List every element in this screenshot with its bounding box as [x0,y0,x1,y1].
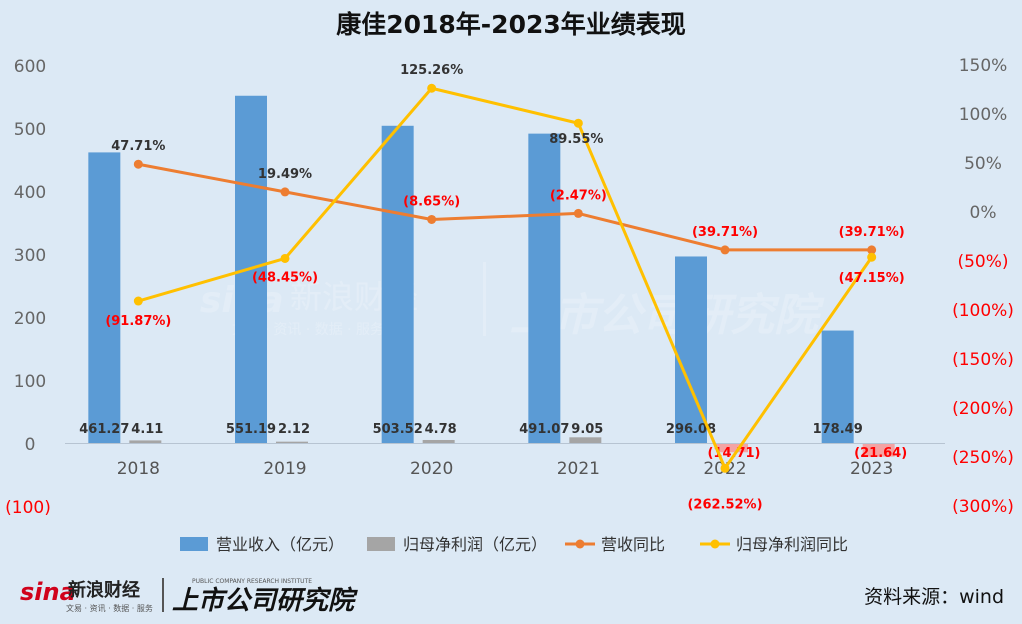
revenue-growth-point [280,187,290,197]
profit-growth-label: (262.52%) [687,497,762,512]
right-axis-tick-label: (300%) [952,497,1014,517]
profit-growth-point [133,296,143,306]
profit-growth-point [280,253,290,263]
x-axis-tick-label: 2019 [263,459,306,479]
profit-growth-label: (91.87%) [105,314,171,329]
profit-growth-point [427,83,437,93]
legend-label: 归母净利润同比 [736,535,848,554]
institute-logo-en: PUBLIC COMPANY RESEARCH INSTITUTE [192,578,312,585]
right-axis-tick-label: (50%) [957,252,1008,272]
revenue-growth-label: (39.71%) [692,225,758,240]
revenue-bar [821,330,854,443]
legend-label: 营业收入（亿元） [216,535,344,554]
revenue-data-label: 461.27 [79,422,129,437]
revenue-growth-point [867,245,877,255]
revenue-bar [88,152,121,443]
sina-logo-cn: 新浪财经 [68,579,140,601]
footer-divider [162,578,164,612]
revenue-data-label: 491.07 [519,422,569,437]
profit-growth-line [137,86,873,470]
profit-data-label: 4.11 [131,422,163,437]
right-axis-tick-label: (150%) [952,350,1014,370]
legend-swatch-marker [575,539,585,549]
x-axis-tick-label: 2018 [117,459,160,479]
revenue-growth-point [133,159,143,169]
profit-bar [422,439,455,443]
profit-bar [129,440,162,443]
profit-growth-point [867,252,877,262]
left-axis-tick-label: 300 [14,246,46,266]
left-axis-tick-label: 400 [14,183,46,203]
left-axis-tick-label: 200 [14,309,46,329]
profit-bar [716,443,748,453]
revenue-growth-label: (8.65%) [403,194,460,209]
legend-label: 营收同比 [601,535,665,554]
x-axis-tick-label: 2020 [410,459,453,479]
revenue-growth-line [138,162,872,252]
revenue-growth-label: (2.47%) [550,188,607,203]
legend-swatch-bar [367,537,395,551]
revenue-data-label: 551.19 [226,422,276,437]
institute-logo: 上市公司研究院 [172,586,358,616]
right-axis-tick-label: 0% [970,203,997,223]
right-axis-tick-label: 100% [959,105,1008,125]
revenue-growth-label: 19.49% [258,167,312,182]
source-note: 资料来源：wind [864,586,1004,608]
profit-growth-label: (47.15%) [839,271,905,286]
profit-bar [862,443,895,457]
right-axis-tick-label: (250%) [952,448,1014,468]
revenue-bar [381,125,414,443]
revenue-bar [528,133,561,443]
profit-growth-label: 125.26% [400,63,463,78]
watermark-divider [483,262,486,336]
left-axis-tick-label: 500 [14,120,46,140]
profit-growth-label: 89.55% [549,132,603,147]
revenue-growth-label: (39.71%) [839,225,905,240]
profit-data-label: 2.12 [278,422,310,437]
right-axis-tick-label: 150% [959,56,1008,76]
x-axis-tick-label: 2021 [557,459,600,479]
profit-bar [569,437,602,443]
revenue-growth-point [573,208,583,218]
left-axis-tick-label: 600 [14,57,46,77]
profit-data-label: (21.64) [854,446,907,461]
legend-swatch-bar [180,537,208,551]
revenue-data-label: 178.49 [813,422,863,437]
profit-data-label: 9.05 [571,422,603,437]
profit-growth-point [720,463,730,473]
watermark-sina-sub: 文易 · 资讯 · 数据 · 服务 [232,322,384,338]
revenue-data-label: 296.08 [666,422,716,437]
sina-logo-icon: sina [20,578,76,606]
profit-data-label: 4.78 [425,422,457,437]
x-axis-tick-label: 2023 [850,459,893,479]
left-axis-negative-label: (100) [5,498,51,518]
chart-title: 康佳2018年-2023年业绩表现 [336,10,686,39]
legend-label: 归母净利润（亿元） [403,535,547,554]
revenue-growth-point [427,214,437,224]
legend-swatch-marker [710,539,720,549]
profit-bar [276,441,308,444]
revenue-growth-point [720,245,730,255]
revenue-growth-label: 47.71% [111,139,165,154]
left-axis-tick-label: 100 [14,372,46,392]
revenue-data-label: 503.52 [373,422,423,437]
profit-growth-point [573,118,583,128]
legend: 营业收入（亿元） 归母净利润（亿元） 营收同比 归母净利润同比 [180,535,848,554]
sina-logo-sub: 文易 · 资讯 · 数据 · 服务 [66,603,153,613]
right-axis-tick-label: (200%) [952,399,1014,419]
left-axis-tick-label: 0 [25,435,36,455]
right-axis-tick-label: 50% [964,154,1002,174]
right-axis-tick-label: (100%) [952,301,1014,321]
profit-growth-label: (48.45%) [252,270,318,285]
